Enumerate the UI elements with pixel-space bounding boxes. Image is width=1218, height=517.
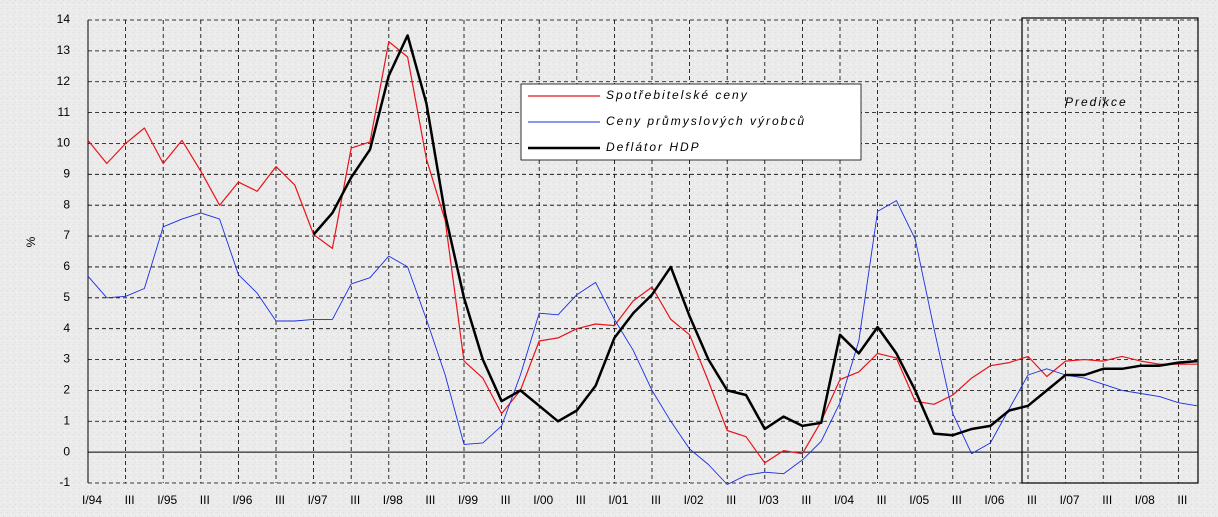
lines (87, 34, 1198, 485)
y-tick-label: 11 (58, 105, 71, 119)
y-tick-label: 10 (57, 136, 71, 150)
x-tick-label: III (1027, 493, 1037, 507)
y-tick-label: 3 (63, 352, 70, 366)
x-tick-label: I/00 (533, 493, 553, 507)
y-tick-label: 1 (63, 413, 70, 427)
x-tick-label: III (425, 493, 435, 507)
x-tick-label: I/07 (1060, 493, 1080, 507)
x-tick-label: I/94 (82, 493, 102, 507)
y-tick-label: 8 (63, 197, 70, 211)
y-tick-label: 14 (57, 12, 71, 26)
y-tick-label: 5 (63, 290, 70, 304)
x-tick-label: I/97 (308, 493, 328, 507)
x-tick-label: III (877, 493, 887, 507)
y-tick-label: 13 (57, 43, 71, 57)
x-tick-label: III (501, 493, 511, 507)
x-tick-label: III (350, 493, 360, 507)
y-tick-label: 12 (57, 74, 71, 88)
x-tick-label: I/05 (909, 493, 929, 507)
annotation: Predikce (1065, 95, 1128, 109)
x-tick-label: III (801, 493, 811, 507)
x-tick-label: I/96 (232, 493, 252, 507)
y-tick-label: 0 (63, 444, 70, 458)
x-tick-label: I/08 (1135, 493, 1155, 507)
x-tick-label: III (952, 493, 962, 507)
x-tick-label: III (651, 493, 661, 507)
x-tick-label: III (125, 493, 135, 507)
x-tick-label: I/04 (834, 493, 854, 507)
legend-label: Deflátor HDP (606, 140, 701, 154)
x-tick-label: I/99 (458, 493, 478, 507)
y-tick-label: 6 (63, 259, 70, 273)
x-tick-label: I/98 (383, 493, 403, 507)
y-tick-label: 4 (63, 321, 70, 335)
y-tick-label: 7 (63, 228, 70, 242)
series-line (87, 41, 1198, 464)
legend-label: Ceny průmyslových výrobců (606, 114, 806, 128)
prediction-box (1021, 17, 1199, 484)
y-tick-label: 9 (63, 167, 70, 181)
x-tick-label: I/06 (984, 493, 1004, 507)
legend-label: Spotřebitelské ceny (606, 88, 749, 102)
series-line (312, 34, 1198, 437)
x-tick-label: I/02 (684, 493, 704, 507)
x-tick-label: III (200, 493, 210, 507)
x-tick-label: III (726, 493, 736, 507)
x-tick-label: I/95 (157, 493, 177, 507)
x-tick-label: I/03 (759, 493, 779, 507)
series-line (87, 200, 1198, 485)
x-tick-label: III (1177, 493, 1187, 507)
y-axis-label: % (24, 236, 38, 247)
x-tick-label: III (576, 493, 586, 507)
y-tick-label: -1 (59, 475, 70, 489)
x-tick-label: I/01 (608, 493, 628, 507)
x-tick-label: III (1102, 493, 1112, 507)
x-tick-label: III (275, 493, 285, 507)
y-tick-label: 2 (63, 383, 70, 397)
